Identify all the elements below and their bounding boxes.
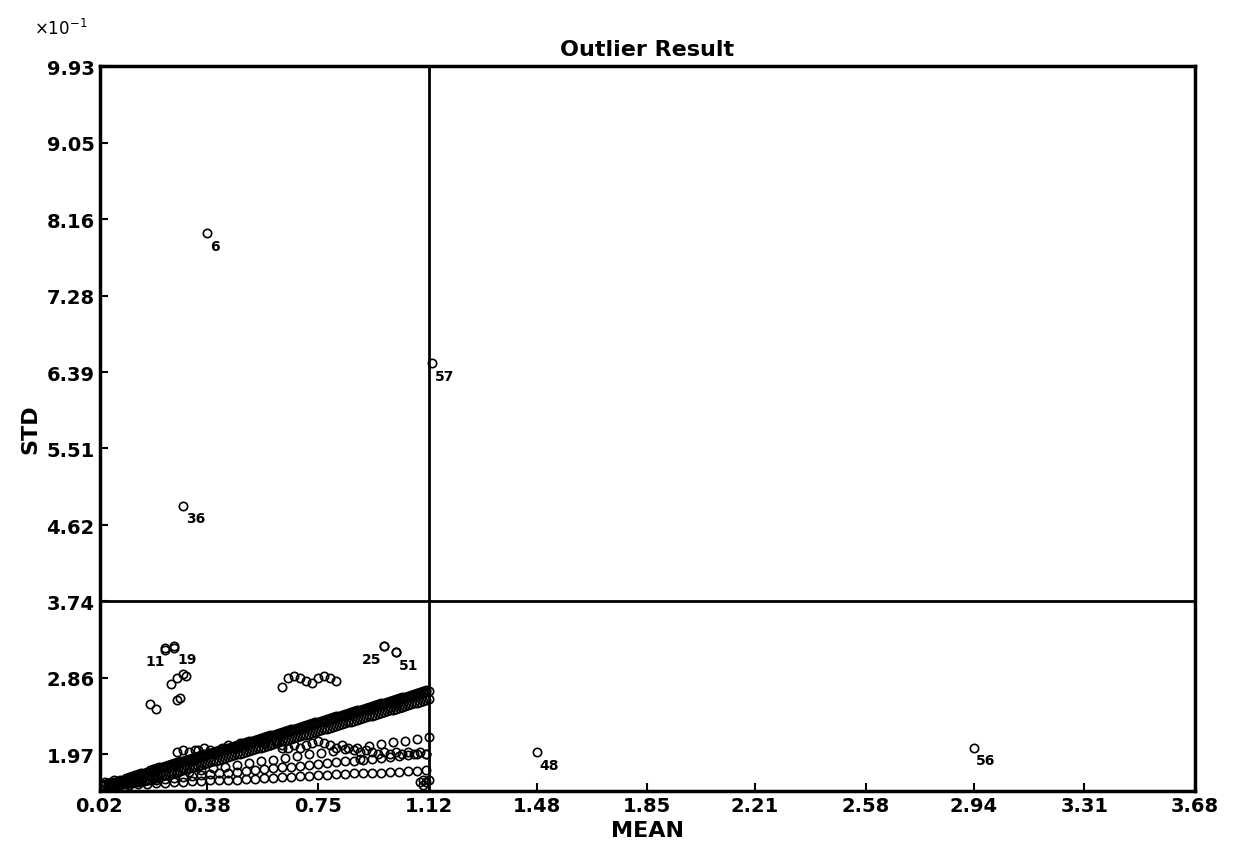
Text: $\times10^{-1}$: $\times10^{-1}$	[33, 18, 87, 39]
Y-axis label: STD: STD	[21, 405, 41, 454]
Text: 25: 25	[362, 653, 381, 666]
Text: 6: 6	[210, 239, 219, 254]
X-axis label: MEAN: MEAN	[611, 821, 683, 840]
Text: 51: 51	[398, 659, 418, 672]
Title: Outlier Result: Outlier Result	[560, 40, 734, 60]
Text: 11: 11	[146, 654, 165, 668]
Text: 19: 19	[177, 653, 196, 666]
Text: 36: 36	[186, 511, 206, 525]
Text: 56: 56	[976, 753, 996, 767]
Text: 57: 57	[434, 369, 454, 383]
Text: 48: 48	[539, 758, 559, 771]
